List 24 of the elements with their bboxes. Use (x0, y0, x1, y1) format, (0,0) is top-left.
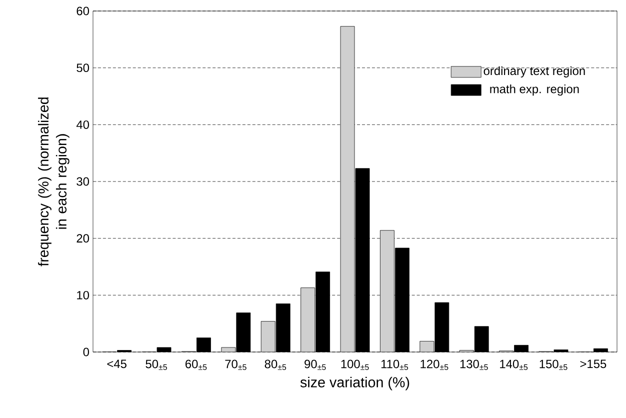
y-tick-label: 0 (83, 348, 90, 356)
y-tick-label: 30 (76, 177, 90, 186)
x-tick-label: 80$_{±5}$ (264, 360, 286, 370)
x-tick-label: 120$_{±5}$ (420, 360, 448, 370)
y-tick-label: 60 (76, 6, 90, 16)
y-tick-label: 50 (76, 64, 90, 72)
y-tick-label: 20 (76, 234, 90, 243)
x-tick-label: 110$_{±5}$ (381, 360, 408, 370)
legend-label: ordinary text region (484, 66, 585, 78)
x-tick-label: 60$_{±5}$ (186, 360, 207, 370)
x-tick-label: 50$_{±5}$ (146, 360, 167, 370)
x-tick-label: 140$_{±5}$ (500, 360, 528, 370)
x-tick-label: 100$_{±5}$ (341, 360, 369, 370)
x-tick-label: <45 (107, 360, 126, 368)
x-tick-label: >155 (580, 360, 606, 368)
legend-label: math exp. region (490, 84, 579, 96)
y-tick-label: 10 (77, 290, 90, 300)
x-tick-label: 90$_{±5}$ (304, 360, 326, 370)
y-axis-title: frequency (%) (normalized in each region) (38, 98, 70, 266)
y-tick-label: 40 (76, 120, 90, 129)
x-axis-title: size variation (%) (300, 376, 410, 390)
x-tick-label: 150$_{±5}$ (540, 360, 568, 370)
x-tick-label: 70$_{±5}$ (225, 360, 246, 370)
x-tick-label: 130$_{±5}$ (460, 360, 488, 370)
